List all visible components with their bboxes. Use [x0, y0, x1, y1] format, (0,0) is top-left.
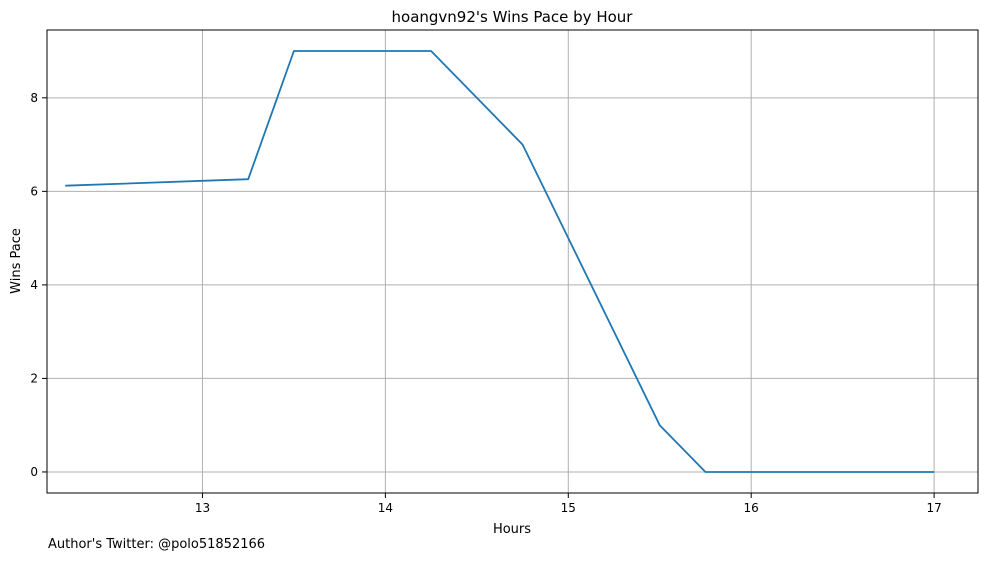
x-tick-label: 16 — [744, 501, 759, 515]
plot-frame — [46, 29, 979, 494]
y-tick-label: 6 — [30, 184, 38, 198]
wins-pace-line — [65, 50, 935, 473]
y-tick-label: 4 — [30, 278, 38, 292]
axis-ticks: 13 14 15 16 17 0 2 4 6 8 — [30, 91, 941, 515]
y-tick-label: 0 — [30, 465, 38, 479]
y-tick-label: 8 — [30, 91, 38, 105]
y-axis-label: Wins Pace — [9, 228, 24, 294]
x-axis-label: Hours — [493, 522, 531, 537]
chart-title: hoangvn92's Wins Pace by Hour — [392, 8, 634, 26]
grid-lines — [47, 30, 978, 493]
x-tick-label: 14 — [378, 501, 393, 515]
x-tick-label: 13 — [195, 501, 210, 515]
x-tick-label: 15 — [561, 501, 576, 515]
author-credit: Author's Twitter: @polo51852166 — [48, 537, 266, 552]
x-tick-label: 17 — [926, 501, 941, 515]
y-tick-label: 2 — [30, 371, 38, 385]
series-lines — [65, 50, 935, 473]
